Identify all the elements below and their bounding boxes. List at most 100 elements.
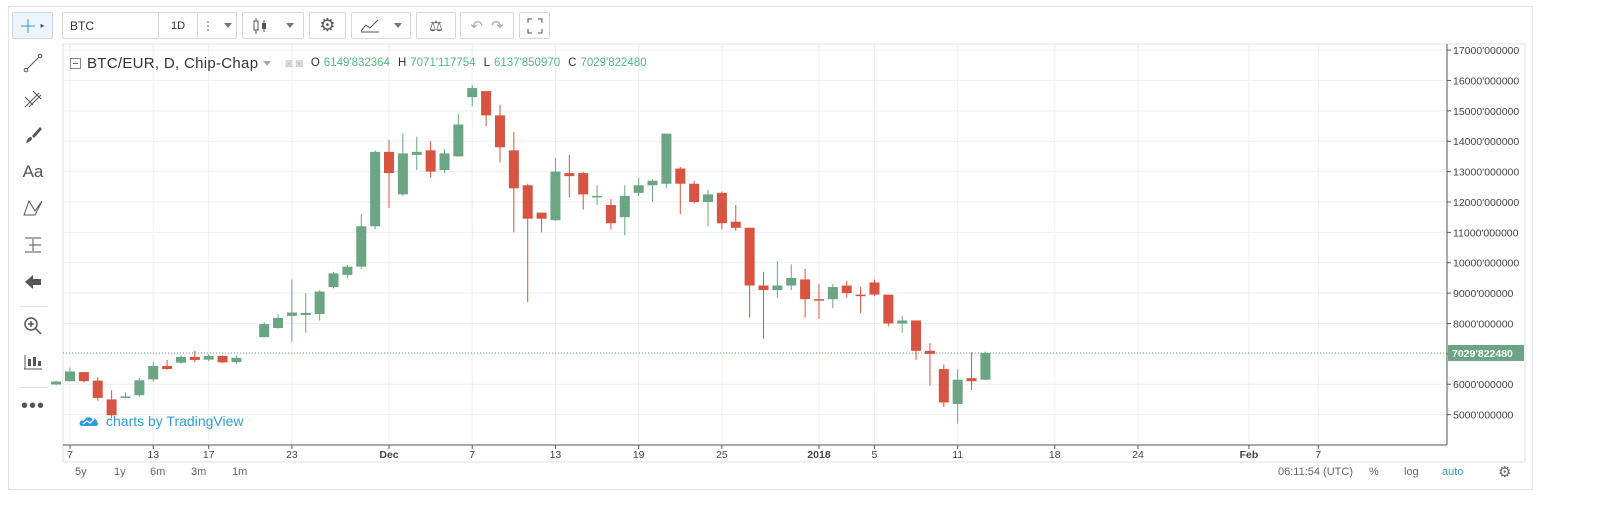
interval-text: 1D: [170, 19, 186, 32]
candle-body: [65, 371, 75, 382]
candle: [65, 367, 75, 382]
y-tick-label: 16000'000000: [1453, 75, 1519, 87]
candle-body: [203, 355, 214, 360]
candle-body: [286, 312, 297, 316]
candle-body: [772, 285, 783, 291]
fullscreen-button[interactable]: [519, 12, 550, 39]
candle-body: [564, 173, 575, 177]
percent-toggle[interactable]: %: [1369, 466, 1379, 478]
candle: [633, 177, 644, 196]
zoom-icon: [24, 317, 42, 335]
gear-icon[interactable]: ⚙: [1498, 464, 1512, 481]
candle-body: [175, 356, 186, 363]
chart-style-button[interactable]: [242, 12, 304, 39]
fullscreen-icon: [527, 18, 542, 33]
zoom-tool[interactable]: [16, 310, 50, 342]
range-6m[interactable]: 6m: [150, 466, 166, 478]
chart-widget-frame: [8, 6, 1533, 490]
log-toggle[interactable]: log: [1404, 466, 1419, 478]
tradingview-branding[interactable]: charts by TradingView: [78, 413, 243, 429]
text-tool[interactable]: Aa: [16, 156, 50, 188]
collapse-legend-icon[interactable]: [70, 57, 81, 69]
y-tick-label: 12000'000000: [1453, 197, 1519, 209]
low-label: L: [483, 57, 490, 69]
undo-icon[interactable]: ↶: [470, 17, 483, 35]
candle: [273, 314, 284, 329]
arrow-tool[interactable]: [16, 266, 50, 298]
candle-body: [453, 124, 464, 157]
y-tick-label: 14000'000000: [1453, 136, 1519, 148]
candle: [813, 283, 824, 319]
eye-icon[interactable]: ◙: [285, 56, 293, 70]
candle: [384, 139, 395, 209]
settings-small-icon[interactable]: ◙: [295, 56, 303, 70]
candle: [189, 350, 200, 363]
candle: [564, 154, 575, 198]
fib-tool[interactable]: [16, 229, 50, 261]
last-price-label-bg: [1448, 344, 1524, 361]
range-1y[interactable]: 1y: [114, 466, 126, 478]
range-3m[interactable]: 3m: [191, 466, 207, 478]
more-tools-button[interactable]: •••: [16, 390, 50, 422]
chevron-down-icon: [286, 23, 294, 28]
open-value: 6149'832364: [323, 57, 390, 69]
symbol-search-input[interactable]: BTC: [62, 12, 159, 39]
x-tick-label: 17: [203, 449, 215, 461]
candle-body: [800, 279, 811, 300]
auto-toggle[interactable]: auto: [1442, 466, 1464, 478]
candle: [370, 150, 381, 230]
chart-title[interactable]: BTC/EUR, D, Chip-Chap: [87, 54, 259, 72]
chevron-down-icon[interactable]: [263, 60, 272, 66]
candle: [550, 157, 561, 221]
candle-body: [813, 299, 824, 301]
candle-body: [911, 320, 922, 351]
interval-dropdown[interactable]: ⋮: [197, 12, 237, 39]
candle: [883, 294, 894, 327]
candle: [78, 372, 89, 383]
interval-button[interactable]: 1D: [158, 12, 198, 39]
candle: [661, 133, 672, 189]
toolbar-divider: [20, 306, 48, 307]
candle: [703, 189, 714, 227]
high-label: H: [397, 57, 407, 69]
trend-line-icon: [23, 53, 43, 73]
last-price-label: 7029'822480: [1452, 348, 1513, 360]
candle: [869, 279, 880, 297]
candle-body: [51, 381, 62, 385]
indicators-button[interactable]: [351, 12, 411, 39]
candle: [758, 271, 769, 339]
pattern-tool[interactable]: [16, 192, 50, 224]
brush-tool[interactable]: [16, 119, 50, 151]
candle: [286, 279, 297, 342]
settings-button[interactable]: ⚙: [309, 12, 346, 39]
range-1m[interactable]: 1m: [232, 466, 248, 478]
symbol-text: BTC: [70, 18, 94, 33]
crosshair-button[interactable]: ▸: [12, 12, 53, 39]
candle-body: [342, 266, 353, 275]
candle-body: [966, 378, 977, 382]
candle: [356, 214, 367, 269]
x-tick-label: 7: [1315, 449, 1321, 461]
candle: [397, 133, 408, 196]
candle: [134, 378, 145, 397]
x-tick-label: 7: [67, 449, 73, 461]
candle-body: [273, 318, 284, 329]
measure-tool[interactable]: [16, 347, 50, 379]
trend-line-tool[interactable]: [16, 47, 50, 79]
candle-body: [425, 150, 436, 172]
range-5y[interactable]: 5y: [75, 466, 87, 478]
candle: [231, 355, 242, 364]
candle-body: [661, 133, 672, 184]
time-axis: 7 13 17 23 Dec 7 13 19 25 2018 5 11 18 24 Feb 7: [63, 444, 1525, 463]
candle: [924, 343, 935, 386]
candle-body: [134, 380, 145, 396]
utc-clock[interactable]: 06:11:54 (UTC): [1278, 466, 1353, 478]
compare-button[interactable]: ⚖: [416, 12, 456, 39]
candle: [411, 136, 422, 171]
pitchfork-tool[interactable]: [16, 83, 50, 115]
candle: [51, 380, 62, 386]
x-tick-label: 25: [716, 449, 728, 461]
text-icon: Aa: [22, 162, 44, 181]
redo-icon[interactable]: ↷: [491, 17, 504, 35]
